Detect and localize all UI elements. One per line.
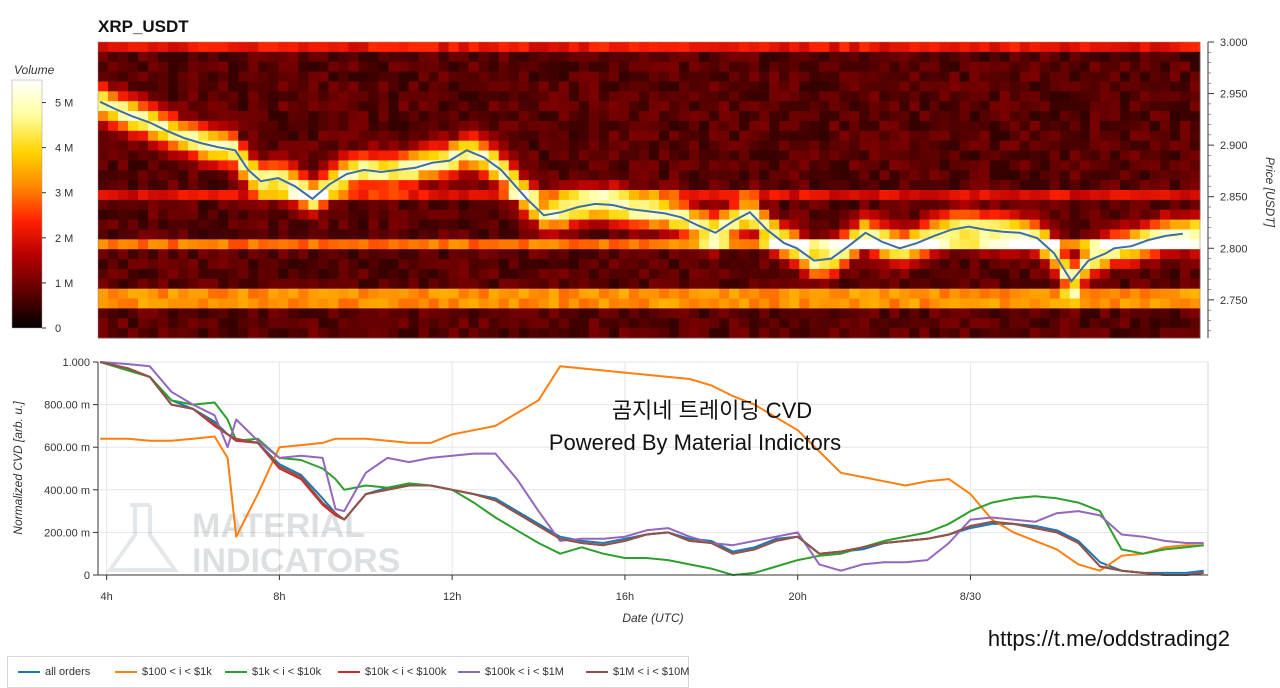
date-tick-label: 20h: [789, 591, 807, 603]
cvd-tick-label: 200.00 m: [44, 527, 90, 539]
legend-item[interactable]: $100 < i < $1k: [115, 666, 212, 678]
cvd-tick-label: 600.00 m: [44, 442, 90, 454]
legend-label: all orders: [45, 666, 91, 678]
colorbar: [11, 79, 43, 329]
cvd-tick-label: 1.000: [62, 357, 90, 369]
legend-item[interactable]: $10k < i < $100k: [338, 666, 446, 678]
legend-item[interactable]: all orders: [18, 666, 90, 678]
legend-item[interactable]: $1M < i < $10M: [586, 666, 689, 678]
legend-swatch: [586, 671, 608, 674]
legend-swatch: [225, 671, 247, 674]
legend-label: $100k < i < $1M: [485, 666, 564, 678]
watermark-text-2: INDICATORS: [192, 542, 400, 580]
cvd-tick-label: 0: [84, 570, 90, 582]
colorbar-ticks: 5 M 4 M 3 M 2 M 1 M 0: [42, 98, 73, 335]
cvd-tick-label: 400.00 m: [44, 485, 90, 497]
cvd-series-line-4: [100, 361, 1204, 572]
colorbar-title: Volume: [14, 63, 55, 77]
price-line: [99, 100, 1183, 284]
date-tick-label: 8h: [273, 591, 285, 603]
colorbar-tick-label: 5 M: [55, 98, 73, 110]
colorbar-tick-label: 4 M: [55, 143, 73, 155]
cvd-tick-label: 800.00 m: [44, 400, 90, 412]
cvd-series-line-5: [99, 361, 1204, 576]
date-tick-label: 4h: [101, 591, 113, 603]
annotation-title: 곰지네 트레이딩 CVD: [612, 398, 812, 423]
legend-item[interactable]: $1k < i < $10k: [225, 666, 321, 678]
date-tick-label: 8/30: [960, 591, 981, 603]
date-axis-label: Date (UTC): [622, 611, 683, 625]
price-tick-label: 2.850: [1220, 192, 1248, 204]
watermark-text-1: MATERIAL: [192, 507, 365, 545]
colorbar-tick-label: 0: [55, 323, 61, 335]
price-line-layer: [99, 100, 1183, 284]
date-tick-label: 12h: [443, 591, 461, 603]
legend-label: $10k < i < $100k: [365, 666, 447, 678]
annotation-subtitle: Powered By Material Indictors: [549, 430, 841, 455]
price-tick-label: 2.800: [1220, 243, 1248, 255]
cvd-axis-label: Normalized CVD [arb. u.]: [11, 401, 25, 535]
telegram-link[interactable]: https://t.me/oddstrading2: [988, 626, 1230, 651]
legend: all orders $100 < i < $1k $1k < i < $10k $1…: [7, 656, 689, 688]
legend-item[interactable]: $100k < i < $1M: [458, 666, 564, 678]
legend-swatch: [18, 671, 40, 674]
cvd-lines: [99, 361, 1204, 576]
price-tick-label: 2.950: [1220, 89, 1248, 101]
price-axis-label: Price [USDT]: [1263, 157, 1277, 228]
legend-swatch: [458, 671, 480, 674]
heatmap-cells: [98, 42, 1201, 339]
colorbar-tick-label: 2 M: [55, 233, 73, 245]
colorbar-tick-label: 3 M: [55, 188, 73, 200]
material-indicators-watermark: MATERIAL INDICATORS: [106, 503, 400, 580]
colorbar-tick-label: 1 M: [55, 278, 73, 290]
legend-swatch: [338, 671, 360, 674]
price-axis: 3.000 2.950 2.900 2.850 2.800 2.750: [1207, 37, 1248, 338]
date-axis: 4h 8h 12h 16h 20h 8/30: [101, 575, 981, 603]
flask-icon: [106, 503, 179, 572]
cvd-axis: 1.000 800.00 m 600.00 m 400.00 m 200.00 m 0: [44, 357, 99, 582]
date-tick-label: 16h: [616, 591, 634, 603]
legend-label: $100 < i < $1k: [142, 666, 212, 678]
price-tick-label: 3.000: [1220, 37, 1248, 49]
legend-label: $1M < i < $10M: [613, 666, 690, 678]
legend-label: $1k < i < $10k: [252, 666, 322, 678]
price-tick-label: 2.900: [1220, 140, 1248, 152]
price-tick-label: 2.750: [1220, 295, 1248, 307]
legend-swatch: [115, 671, 137, 674]
heatmap-title: XRP_USDT: [98, 17, 189, 36]
